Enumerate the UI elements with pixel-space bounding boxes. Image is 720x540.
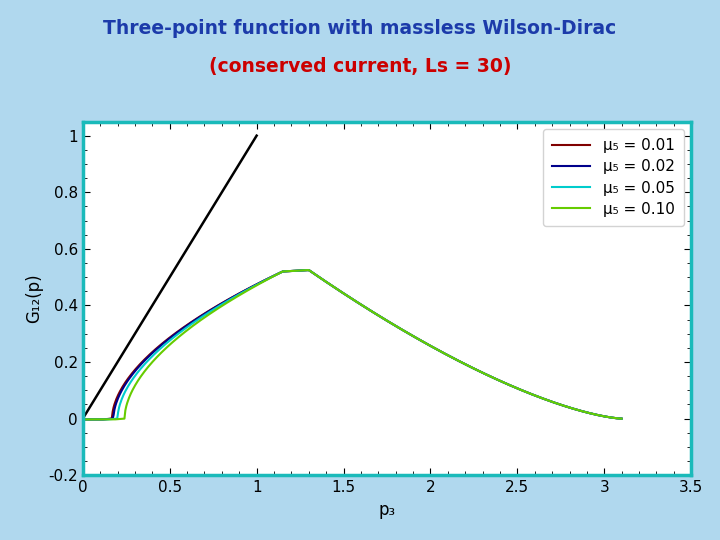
Legend: μ₅ = 0.01, μ₅ = 0.02, μ₅ = 0.05, μ₅ = 0.10: μ₅ = 0.01, μ₅ = 0.02, μ₅ = 0.05, μ₅ = 0.… bbox=[543, 129, 683, 226]
Text: Three-point function with massless Wilson-Dirac: Three-point function with massless Wilso… bbox=[104, 19, 616, 38]
Y-axis label: G₁₂(p): G₁₂(p) bbox=[24, 274, 42, 323]
Text: (conserved current, Ls = 30): (conserved current, Ls = 30) bbox=[209, 57, 511, 76]
X-axis label: p₃: p₃ bbox=[379, 501, 395, 518]
